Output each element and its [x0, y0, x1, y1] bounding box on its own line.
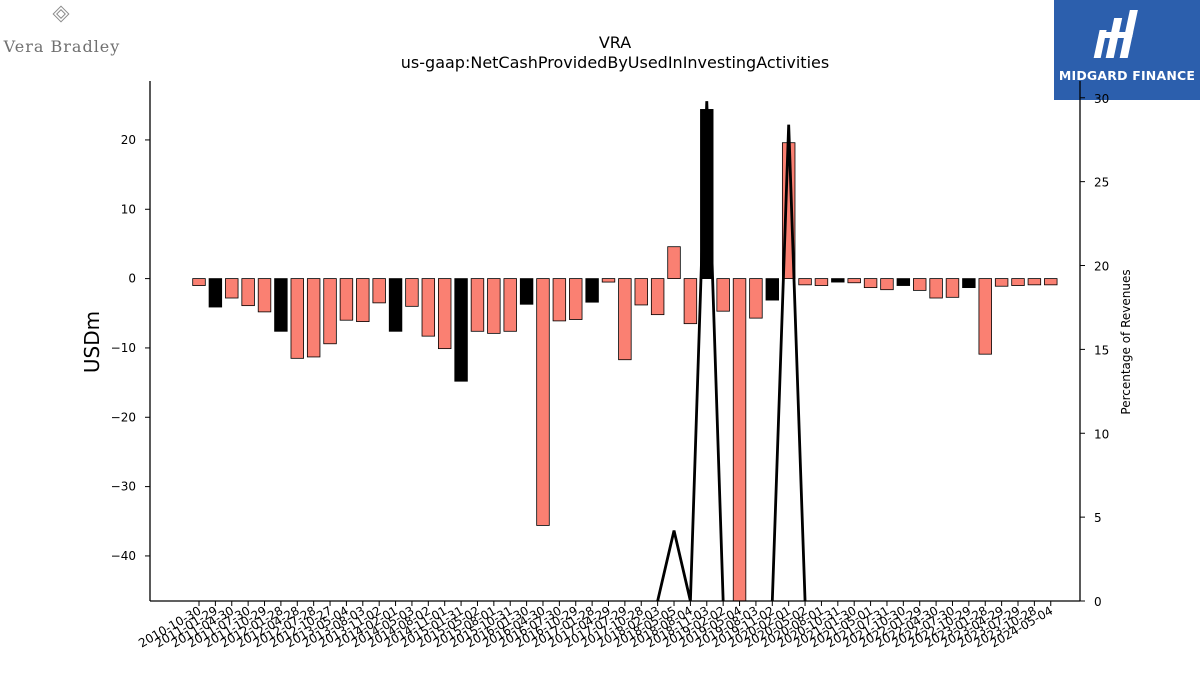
- y2-tick-label: 20: [1094, 260, 1109, 274]
- bar: [585, 278, 599, 303]
- bar: [519, 278, 534, 305]
- bar: [667, 246, 681, 279]
- y2-tick-label: 30: [1094, 92, 1109, 106]
- bar: [880, 278, 894, 291]
- bar: [798, 278, 812, 286]
- bar: [208, 278, 223, 308]
- y2-tick-label: 10: [1094, 427, 1109, 441]
- bar: [257, 278, 272, 313]
- bars-layer: [192, 109, 1058, 601]
- bar: [749, 278, 763, 319]
- bar: [929, 278, 943, 299]
- y-tick-label: 20: [121, 133, 136, 147]
- midgard-finance-logo: MIDGARD FINANCE: [1054, 0, 1200, 100]
- midgard-finance-text: MIDGARD FINANCE: [1058, 68, 1196, 83]
- y2-tick-label: 25: [1094, 176, 1109, 190]
- vera-bradley-logo-mark: Vera Bradley: [3, 5, 121, 56]
- svg-text:Vera Bradley: Vera Bradley: [3, 37, 121, 56]
- bar: [847, 278, 861, 284]
- bar: [978, 278, 992, 355]
- bar: [323, 278, 337, 345]
- bar: [437, 278, 452, 350]
- bar: [1044, 278, 1058, 286]
- vera-bradley-logo: Vera Bradley: [0, 0, 130, 66]
- bar: [192, 278, 206, 286]
- percentage-line: [656, 101, 725, 601]
- bar: [683, 278, 698, 325]
- bar: [650, 278, 665, 316]
- bar: [470, 278, 485, 332]
- bar: [552, 278, 567, 322]
- y-tick-label: −20: [111, 410, 136, 424]
- y2-tick-label: 5: [1094, 511, 1102, 525]
- bar: [241, 278, 255, 307]
- bar: [618, 278, 632, 361]
- bar: [814, 278, 829, 286]
- chart-title: VRA: [599, 33, 631, 52]
- bar: [372, 278, 386, 304]
- y2-tick-label: 15: [1094, 343, 1109, 357]
- bar: [765, 278, 780, 301]
- percentage-line: [770, 124, 807, 601]
- bar: [569, 278, 583, 320]
- bar: [634, 278, 648, 306]
- bar: [831, 278, 845, 283]
- y-tick-label: −10: [111, 341, 136, 355]
- y-tick-label: 10: [121, 202, 136, 216]
- axes-layer: −40−30−20−10010200510152025302010-10-302…: [111, 81, 1109, 650]
- y-tick-label: 0: [128, 272, 136, 286]
- y-axis-label: USDm: [80, 311, 104, 373]
- bar: [945, 278, 960, 298]
- bar: [863, 278, 878, 289]
- bar: [388, 278, 403, 332]
- bar: [716, 278, 730, 312]
- bar: [306, 278, 321, 358]
- bar: [913, 278, 927, 291]
- percentage-line-layer: [656, 101, 807, 601]
- y-tick-label: −40: [111, 549, 136, 563]
- bar: [896, 278, 911, 286]
- bar: [503, 278, 517, 332]
- bar: [290, 278, 304, 359]
- midgard-logo-mark: [1093, 10, 1138, 58]
- bar: [356, 278, 370, 322]
- bar: [1027, 278, 1042, 286]
- bar: [454, 278, 468, 382]
- bar: [225, 278, 239, 299]
- bar: [601, 278, 616, 283]
- bar: [994, 278, 1009, 287]
- bar: [339, 278, 354, 321]
- bar: [536, 278, 550, 526]
- bar: [962, 278, 976, 289]
- bar: [421, 278, 436, 337]
- bar: [1011, 278, 1025, 286]
- bar: [732, 278, 747, 601]
- bar: [274, 278, 288, 332]
- y2-axis-label: Percentage of Revenues: [1119, 269, 1133, 414]
- y-tick-label: −30: [111, 480, 136, 494]
- bar: [405, 278, 419, 307]
- chart-subtitle: us-gaap:NetCashProvidedByUsedInInvesting…: [401, 53, 829, 72]
- bar: [487, 278, 501, 334]
- y2-tick-label: 0: [1094, 595, 1102, 609]
